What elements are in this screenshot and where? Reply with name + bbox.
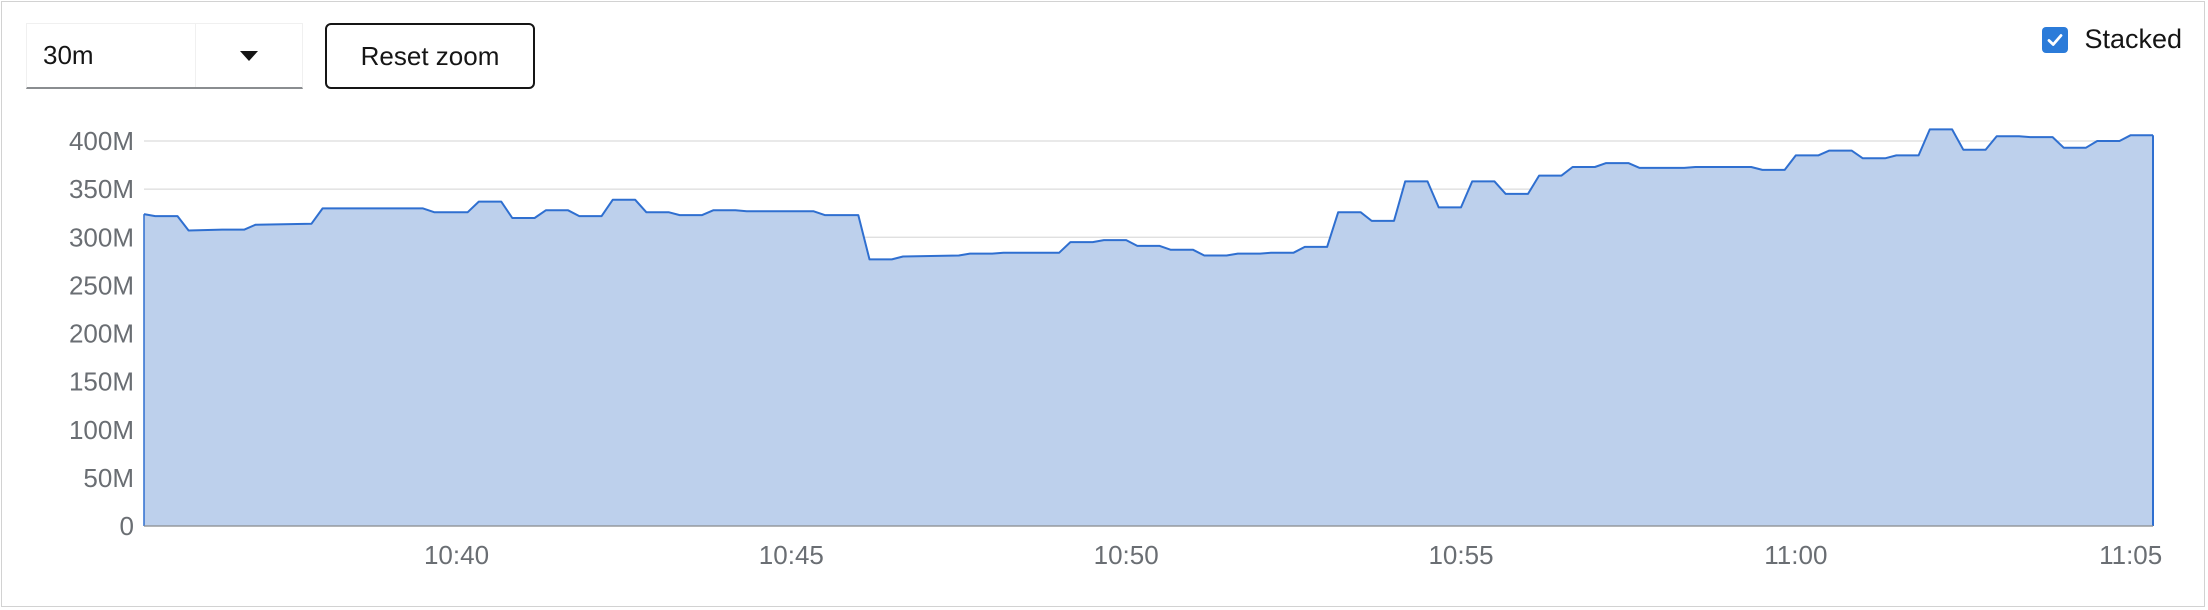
caret-down-icon bbox=[240, 50, 258, 61]
stacked-toggle[interactable]: Stacked bbox=[2042, 24, 2182, 55]
x-tick-label: 11:00 bbox=[1764, 540, 1827, 570]
x-tick-label: 10:50 bbox=[1094, 540, 1159, 570]
x-tick-label: 10:55 bbox=[1428, 540, 1493, 570]
y-tick-label: 350M bbox=[69, 174, 134, 204]
y-tick-label: 0 bbox=[120, 511, 134, 541]
x-tick-label: 11:05 bbox=[2099, 540, 2162, 570]
y-tick-label: 50M bbox=[83, 463, 134, 493]
series-line bbox=[143, 128, 2153, 261]
timespan-dropdown-toggle[interactable] bbox=[196, 24, 302, 87]
y-tick-label: 250M bbox=[69, 270, 134, 300]
y-tick-label: 300M bbox=[69, 222, 134, 252]
y-tick-label: 200M bbox=[69, 319, 134, 349]
y-tick-label: 400M bbox=[69, 126, 134, 156]
x-tick-label: 10:45 bbox=[759, 540, 824, 570]
stacked-checkbox[interactable] bbox=[2042, 26, 2069, 53]
stacked-label: Stacked bbox=[2084, 24, 2182, 54]
y-tick-label: 150M bbox=[69, 367, 134, 397]
series-area bbox=[144, 129, 2153, 526]
timespan-value[interactable]: 30m bbox=[27, 24, 196, 87]
reset-zoom-button[interactable]: Reset zoom bbox=[325, 23, 535, 89]
x-tick-label: 10:40 bbox=[424, 540, 489, 570]
chart-toolbar: 30m Reset zoom bbox=[26, 23, 535, 89]
checkmark-icon bbox=[2048, 33, 2063, 46]
y-tick-label: 100M bbox=[69, 415, 134, 445]
timespan-select[interactable]: 30m bbox=[26, 23, 303, 89]
